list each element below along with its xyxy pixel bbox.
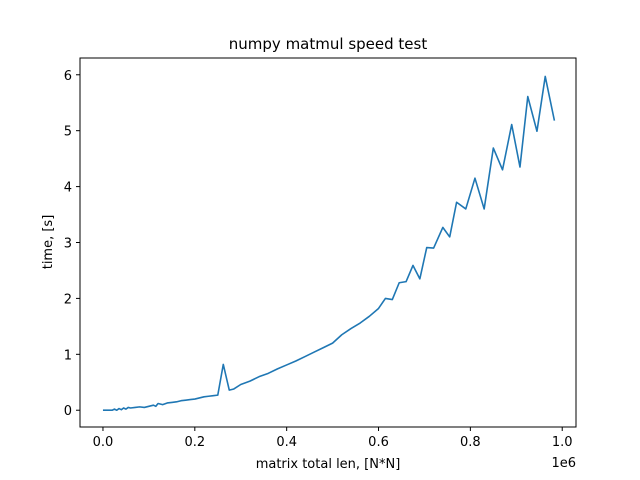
y-tick-label: 2 bbox=[64, 292, 72, 307]
y-tick-label: 6 bbox=[64, 69, 72, 84]
y-tick-label: 3 bbox=[64, 237, 72, 252]
y-tick-label: 4 bbox=[64, 181, 72, 196]
y-tick-label: 1 bbox=[64, 348, 72, 363]
x-tick-label: 1.0 bbox=[552, 435, 573, 450]
x-axis-offset-label: 1e6 bbox=[551, 456, 576, 471]
x-tick-label: 0.4 bbox=[276, 435, 297, 450]
chart-title: numpy matmul speed test bbox=[229, 35, 428, 53]
x-tick-label: 0.8 bbox=[460, 435, 481, 450]
x-tick-label: 0.0 bbox=[93, 435, 114, 450]
x-tick-label: 0.6 bbox=[368, 435, 389, 450]
x-axis-label: matrix total len, [N*N] bbox=[256, 457, 401, 472]
x-axis: 0.0 0.2 0.4 0.6 0.8 1.0 bbox=[93, 427, 573, 450]
series-line bbox=[102, 75, 556, 412]
y-tick-label: 5 bbox=[64, 125, 72, 140]
y-axis: 0 1 2 3 4 5 6 bbox=[64, 69, 80, 419]
x-tick-label: 0.2 bbox=[184, 435, 205, 450]
y-axis-label: time, [s] bbox=[41, 215, 56, 270]
plot-area bbox=[102, 75, 556, 412]
y-tick-label: 0 bbox=[64, 404, 72, 419]
